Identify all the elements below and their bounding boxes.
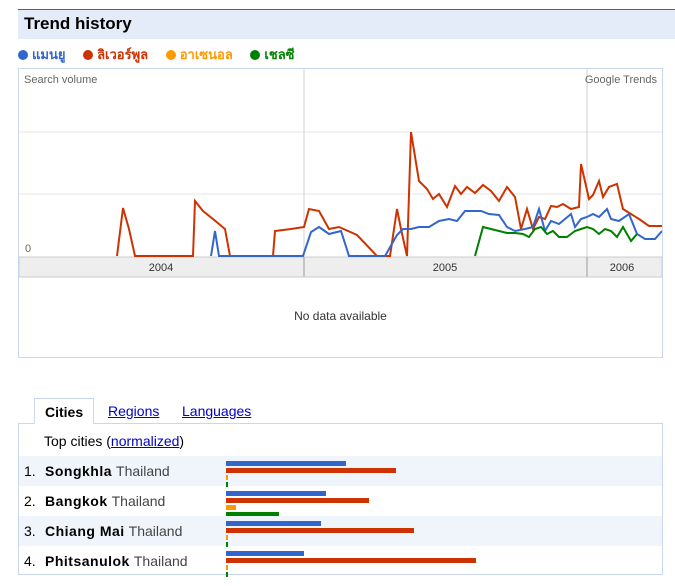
country-label: Thailand bbox=[128, 523, 183, 539]
bar-manu bbox=[226, 551, 304, 556]
series-dot-icon bbox=[165, 50, 176, 60]
city-label: Songkhla bbox=[45, 463, 113, 479]
heading-prefix: Top cities ( bbox=[44, 433, 111, 449]
city-label: Bangkok bbox=[45, 493, 108, 509]
city-row: 4. Phitsanulok Thailand bbox=[19, 546, 662, 577]
bar-arsenal bbox=[226, 535, 228, 540]
city-row: 2. Bangkok Thailand bbox=[19, 486, 662, 517]
bar-manu bbox=[226, 461, 346, 466]
country-label: Thailand bbox=[133, 553, 188, 569]
series-line-chelsea bbox=[474, 225, 638, 257]
tab-languages[interactable]: Languages bbox=[182, 403, 252, 419]
bar-liverpool bbox=[226, 498, 369, 503]
cities-panel: Top cities (normalized) 1. Songkhla Thail… bbox=[18, 423, 663, 577]
city-rank: 1. bbox=[24, 463, 36, 479]
series-dot-icon bbox=[250, 50, 261, 60]
city-label: Chiang Mai bbox=[45, 523, 125, 539]
bar-arsenal bbox=[226, 475, 228, 480]
legend: แมนยู ลิเวอร์พูล อาเซนอล เชลซี bbox=[18, 44, 308, 65]
trend-history-header: Trend history bbox=[18, 9, 675, 39]
x-tick-label: 2006 bbox=[610, 262, 634, 274]
country-label: Thailand bbox=[116, 463, 170, 479]
bar-liverpool bbox=[226, 468, 396, 473]
city-row: 3. Chiang Mai Thailand bbox=[19, 516, 662, 547]
google-trends-label: Google Trends bbox=[584, 74, 657, 86]
bar-liverpool bbox=[226, 558, 476, 563]
x-axis-band bbox=[19, 256, 662, 278]
heading-suffix: ) bbox=[179, 433, 185, 449]
city-label: Phitsanulok bbox=[45, 553, 130, 569]
top-cities-heading: Top cities (normalized) bbox=[44, 433, 184, 449]
no-data-message: No data available bbox=[294, 309, 387, 323]
bar-manu bbox=[226, 521, 321, 526]
bar-arsenal bbox=[226, 565, 228, 570]
city-name[interactable]: Phitsanulok Thailand bbox=[45, 553, 188, 569]
normalized-link[interactable]: normalized bbox=[110, 433, 180, 449]
city-name[interactable]: Bangkok Thailand bbox=[45, 493, 165, 509]
legend-label: อาเซนอล bbox=[179, 47, 233, 62]
legend-item-liverpool[interactable]: ลิเวอร์พูล bbox=[83, 44, 148, 65]
x-tick-label: 2005 bbox=[433, 262, 457, 274]
bar-chelsea bbox=[226, 542, 228, 547]
city-name[interactable]: Songkhla Thailand bbox=[45, 463, 170, 479]
legend-label: ลิเวอร์พูล bbox=[97, 47, 149, 62]
city-name[interactable]: Chiang Mai Thailand bbox=[45, 523, 182, 539]
legend-item-manu[interactable]: แมนยู bbox=[18, 44, 65, 65]
bar-manu bbox=[226, 491, 326, 496]
bar-chelsea bbox=[226, 572, 228, 577]
country-label: Thailand bbox=[111, 493, 166, 509]
trend-chart: 2004 2005 2006 Search volume Google Tren… bbox=[18, 68, 663, 358]
series-dot-icon bbox=[18, 50, 28, 60]
city-rank: 3. bbox=[24, 523, 36, 539]
series-line-manu bbox=[210, 205, 662, 257]
city-row: 1. Songkhla Thailand bbox=[19, 456, 662, 487]
legend-label: เชลซี bbox=[264, 47, 295, 62]
trend-chart-svg: 2004 2005 2006 bbox=[19, 69, 662, 278]
legend-item-arsenal[interactable]: อาเซนอล bbox=[165, 44, 233, 65]
city-rank: 4. bbox=[24, 553, 36, 569]
city-rank: 2. bbox=[24, 493, 36, 509]
tab-cities[interactable]: Cities bbox=[34, 398, 95, 424]
legend-item-chelsea[interactable]: เชลซี bbox=[250, 44, 294, 65]
y-axis-label: Search volume bbox=[24, 74, 98, 86]
bar-arsenal bbox=[226, 505, 236, 510]
legend-label: แมนยู bbox=[32, 47, 66, 62]
x-tick-label: 2004 bbox=[149, 262, 173, 274]
series-dot-icon bbox=[83, 50, 94, 60]
bar-liverpool bbox=[226, 528, 414, 533]
bar-chelsea bbox=[226, 512, 279, 517]
page-title: Trend history bbox=[24, 14, 132, 33]
tab-regions[interactable]: Regions bbox=[108, 403, 160, 419]
bar-chelsea bbox=[226, 482, 228, 487]
breakdown-tabs: Cities Regions Languages bbox=[18, 398, 663, 424]
zero-label: 0 bbox=[25, 243, 32, 255]
